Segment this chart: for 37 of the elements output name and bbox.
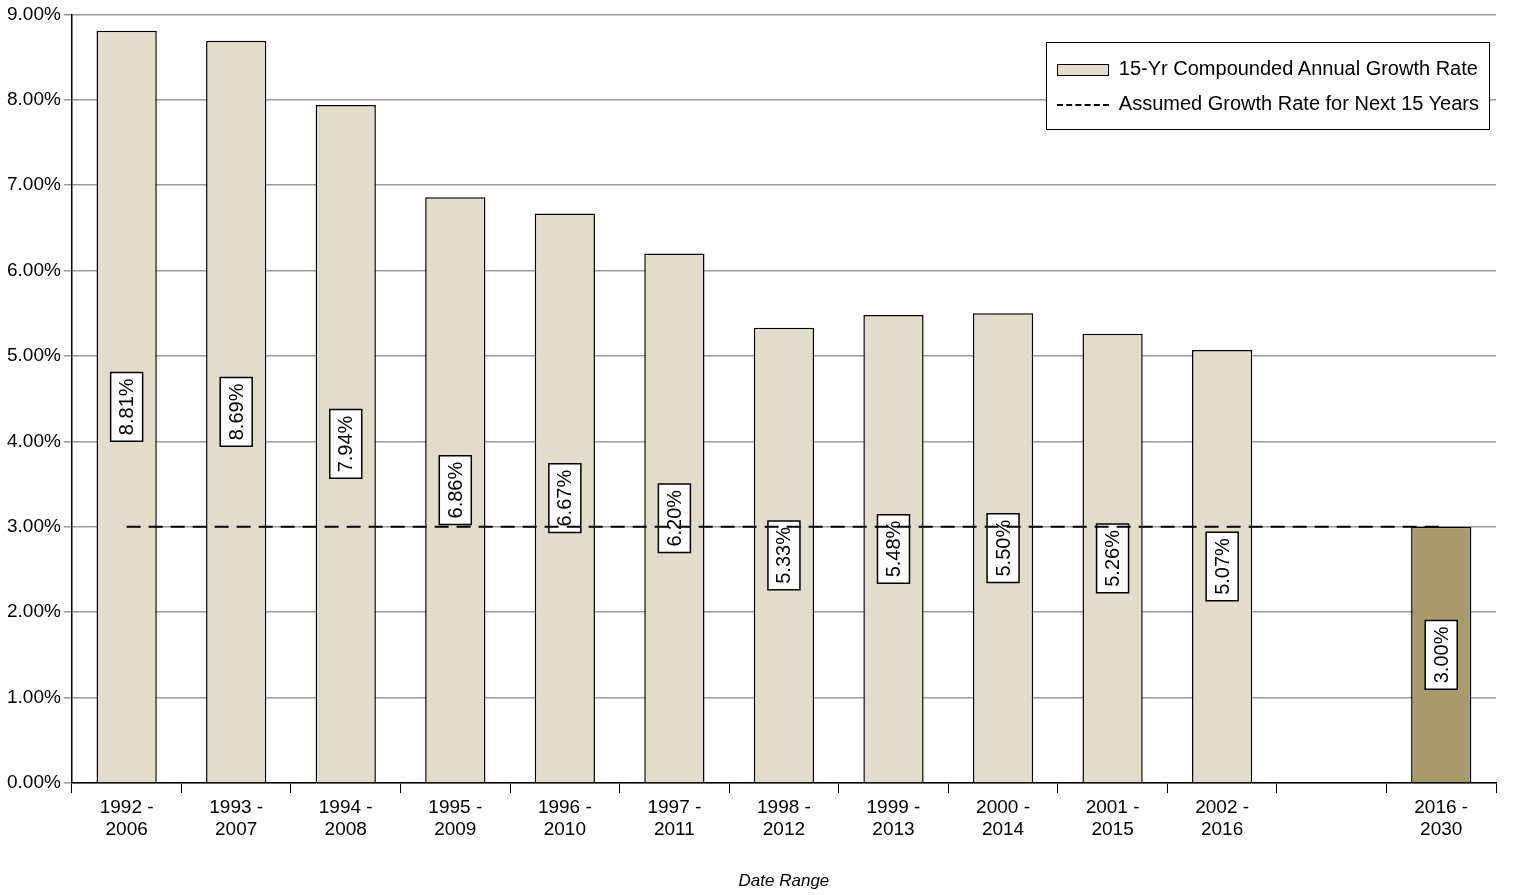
data-label: 8.69% bbox=[224, 383, 247, 441]
y-tick-label: 8.00% bbox=[7, 88, 61, 110]
data-label: 6.67% bbox=[553, 469, 576, 527]
y-tick-label: 2.00% bbox=[7, 600, 61, 622]
y-tick-label: 3.00% bbox=[7, 515, 61, 537]
data-label: 5.07% bbox=[1210, 537, 1233, 595]
legend-label: 15-Yr Compounded Annual Growth Rate bbox=[1118, 57, 1478, 79]
data-label: 8.81% bbox=[115, 378, 138, 436]
x-tick-label: 2016 - 2030 bbox=[1414, 795, 1469, 840]
legend-label: Assumed Growth Rate for Next 15 Years bbox=[1118, 92, 1479, 114]
x-tick-label: 1992 - 2006 bbox=[99, 795, 154, 840]
data-label: 3.00% bbox=[1429, 626, 1452, 684]
x-tick-label: 1994 - 2008 bbox=[318, 795, 373, 840]
x-tick-label: 1993 - 2007 bbox=[209, 795, 264, 840]
y-tick-label: 6.00% bbox=[7, 258, 61, 280]
y-tick-label: 5.00% bbox=[7, 344, 61, 366]
x-tick-label: 1995 - 2009 bbox=[428, 795, 483, 840]
x-axis-title: Date Range bbox=[738, 870, 830, 890]
data-label: 6.86% bbox=[443, 461, 466, 519]
y-tick-label: 0.00% bbox=[7, 771, 61, 793]
x-tick-label: 1997 - 2011 bbox=[647, 795, 702, 840]
y-tick-label: 9.00% bbox=[7, 2, 61, 24]
y-tick-label: 7.00% bbox=[7, 173, 61, 195]
data-label: 7.94% bbox=[334, 415, 357, 473]
data-label: 6.20% bbox=[662, 489, 685, 547]
y-tick-label: 1.00% bbox=[7, 685, 61, 707]
x-tick-label: 1999 - 2013 bbox=[866, 795, 921, 840]
x-tick-label: 2002 - 2016 bbox=[1195, 795, 1250, 840]
x-tick-label: 2000 - 2014 bbox=[976, 795, 1030, 840]
y-tick-label: 4.00% bbox=[7, 429, 61, 451]
data-label: 5.50% bbox=[991, 519, 1014, 577]
data-label: 5.48% bbox=[882, 520, 904, 578]
x-tick-label: 2001 - 2015 bbox=[1085, 795, 1140, 840]
data-label: 5.33% bbox=[772, 526, 795, 584]
x-tick-label: 1996 - 2010 bbox=[537, 795, 592, 840]
data-label: 5.26% bbox=[1101, 529, 1124, 587]
x-tick-label: 1998 - 2012 bbox=[757, 795, 811, 840]
